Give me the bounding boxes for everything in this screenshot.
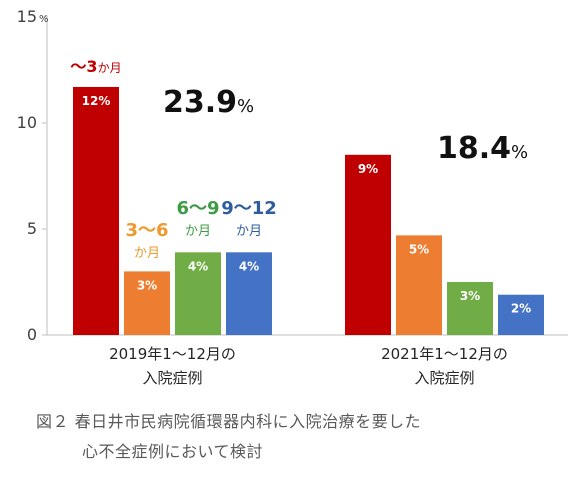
y-tick-label: 15 [17,7,37,26]
caption-line-1: 図２ 春日井市民病院循環器内科に入院治療を要した [36,412,422,431]
bar-value-label: 2% [511,302,531,316]
bar-value-label: 3% [137,278,157,292]
bar-value-label: 5% [409,242,429,256]
bar [345,154,391,335]
group-axis-label: 2019年1〜12月の [109,345,236,363]
y-tick-label: 10 [17,113,37,132]
category-label: 9〜12 [221,198,277,219]
bar [396,235,442,335]
bar-value-label: 4% [188,259,208,273]
bar [447,282,493,335]
bar-value-label: 12% [82,94,111,108]
y-unit-label: % [39,14,49,25]
group-total-label: 18.4% [437,131,528,166]
caption-line-2: 心不全症例において検討 [82,442,264,461]
group-axis-label: 2021年1〜12月の [381,345,508,363]
figure-caption: 図２ 春日井市民病院循環器内科に入院治療を要した 心不全症例において検討 [36,407,576,467]
bar [73,86,119,336]
group-total-label: 23.9% [163,85,254,120]
category-label-unit: か月 [185,224,211,239]
bar [124,271,170,335]
category-label: 3〜6 [125,220,168,241]
bar-value-label: 4% [239,259,259,273]
y-tick-label: 0 [27,325,37,344]
category-label-unit: か月 [134,246,160,261]
group-axis-label: 入院症例 [142,369,202,387]
category-label: 〜3か月 [70,57,121,76]
category-label-unit: か月 [236,224,262,239]
bar [226,252,272,335]
bar-value-label: 3% [460,289,480,303]
group-axis-label: 入院症例 [414,369,474,387]
bar [175,252,221,335]
bar [498,294,544,335]
bar-value-label: 9% [358,162,378,176]
category-label: 6〜9 [176,198,219,219]
y-tick-label: 5 [27,219,37,238]
